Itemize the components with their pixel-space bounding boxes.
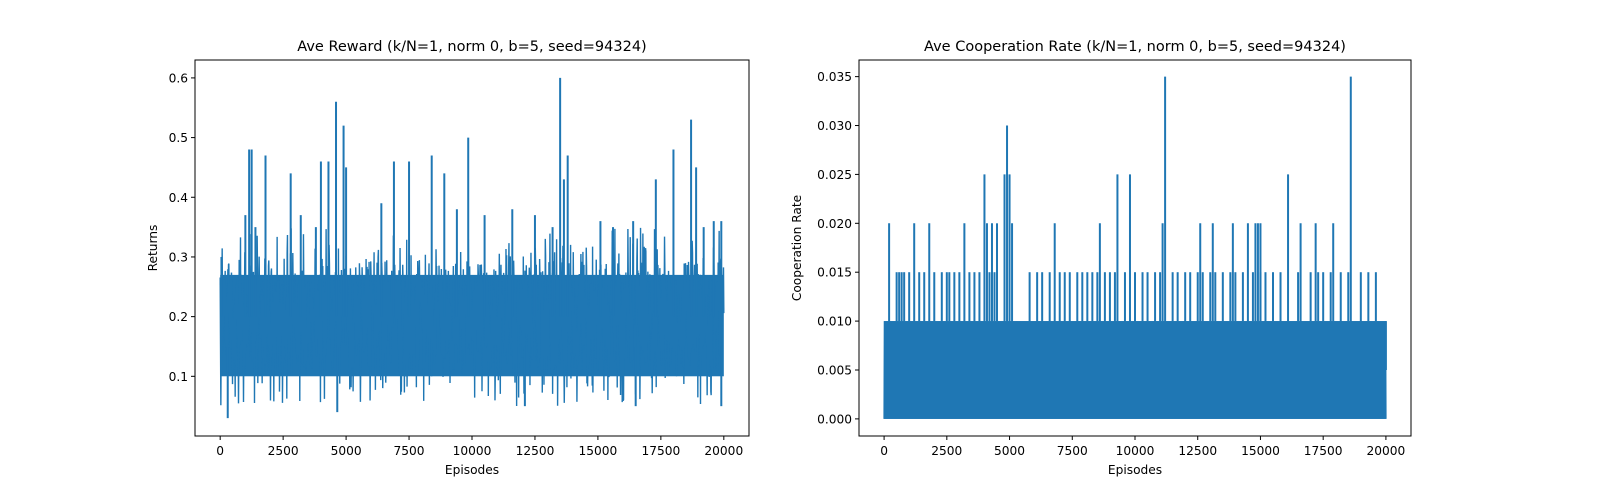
reward-series-line [219, 227, 725, 407]
reward-y-tick-label: 0.6 [169, 71, 188, 85]
cooperation-y-tick-label: 0.015 [817, 266, 852, 280]
reward-chart-title: Ave Reward (k/N=1, norm 0, b=5, seed=943… [297, 39, 646, 55]
cooperation-x-tick-label: 12500 [1178, 444, 1217, 458]
reward-x-tick-label: 15000 [579, 444, 618, 458]
cooperation-x-axis-label: Episodes [1108, 463, 1162, 477]
reward-x-tick-label: 10000 [453, 444, 492, 458]
reward-x-tick-label: 17500 [641, 444, 680, 458]
reward-y-tick-label: 0.3 [169, 250, 188, 264]
cooperation-y-tick-label: 0.025 [817, 168, 852, 182]
cooperation-x-tick-label: 7500 [1057, 444, 1088, 458]
cooperation-y-axis-label: Cooperation Rate [790, 195, 804, 301]
reward-y-tick-label: 0.4 [169, 191, 189, 205]
cooperation-series-line [883, 321, 1387, 419]
cooperation-y-tick-label: 0.000 [817, 412, 852, 426]
cooperation-chart: Ave Cooperation Rate (k/N=1, norm 0, b=5… [790, 39, 1412, 477]
reward-x-tick-label: 7500 [394, 444, 425, 458]
cooperation-y-tick-label: 0.010 [817, 315, 852, 329]
cooperation-y-tick-label: 0.030 [817, 119, 852, 133]
reward-y-axis-label: Returns [146, 225, 160, 272]
cooperation-y-tick-label: 0.020 [817, 217, 852, 231]
reward-y-tick-label: 0.5 [169, 131, 188, 145]
cooperation-x-tick-label: 17500 [1304, 444, 1343, 458]
reward-x-tick-label: 5000 [331, 444, 362, 458]
reward-chart: Ave Reward (k/N=1, norm 0, b=5, seed=943… [146, 39, 750, 477]
cooperation-y-tick-label: 0.035 [817, 70, 852, 84]
cooperation-x-tick-label: 20000 [1367, 444, 1406, 458]
reward-x-tick-label: 2500 [268, 444, 299, 458]
cooperation-x-tick-label: 5000 [994, 444, 1025, 458]
reward-y-ticks: 0.1 0.2 0.3 0.4 0.5 0.6 [169, 71, 195, 384]
cooperation-x-ticks: 0 2500 5000 7500 10000 12500 15000 17500 20000 [880, 436, 1405, 458]
reward-x-ticks: 0 2500 5000 7500 10000 12500 15000 17500 20000 [216, 436, 743, 458]
cooperation-x-tick-label: 15000 [1241, 444, 1280, 458]
reward-y-tick-label: 0.2 [169, 310, 188, 324]
reward-x-axis-label: Episodes [445, 463, 499, 477]
cooperation-x-tick-label: 10000 [1116, 444, 1155, 458]
cooperation-y-ticks: 0.000 0.005 0.010 0.015 0.020 0.025 0.030 0.035 [817, 70, 859, 426]
cooperation-x-tick-label: 0 [880, 444, 888, 458]
cooperation-y-tick-label: 0.005 [817, 363, 852, 377]
cooperation-chart-title: Ave Cooperation Rate (k/N=1, norm 0, b=5… [924, 39, 1346, 55]
reward-x-tick-label: 12500 [516, 444, 555, 458]
reward-y-tick-label: 0.1 [169, 370, 188, 384]
cooperation-x-tick-label: 2500 [931, 444, 962, 458]
reward-x-tick-label: 0 [216, 444, 224, 458]
reward-series [219, 77, 725, 419]
reward-x-tick-label: 20000 [704, 444, 743, 458]
cooperation-series [883, 76, 1387, 419]
